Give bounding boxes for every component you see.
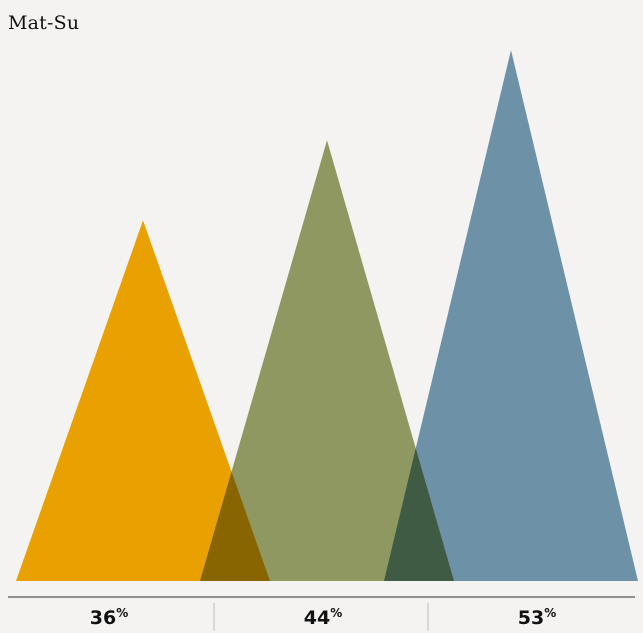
value-label-3: 53% bbox=[518, 606, 556, 629]
dividers-group bbox=[213, 603, 429, 631]
value-label-2: 44% bbox=[304, 606, 342, 629]
value-label-1: 36% bbox=[90, 606, 128, 629]
labels-group: 36% 44% 53% bbox=[90, 606, 556, 629]
peaks-group bbox=[16, 50, 638, 582]
peak-2 bbox=[200, 140, 454, 581]
peak-1 bbox=[16, 220, 270, 581]
peak-3 bbox=[384, 50, 638, 582]
chart-title: Mat-Su bbox=[8, 12, 80, 34]
